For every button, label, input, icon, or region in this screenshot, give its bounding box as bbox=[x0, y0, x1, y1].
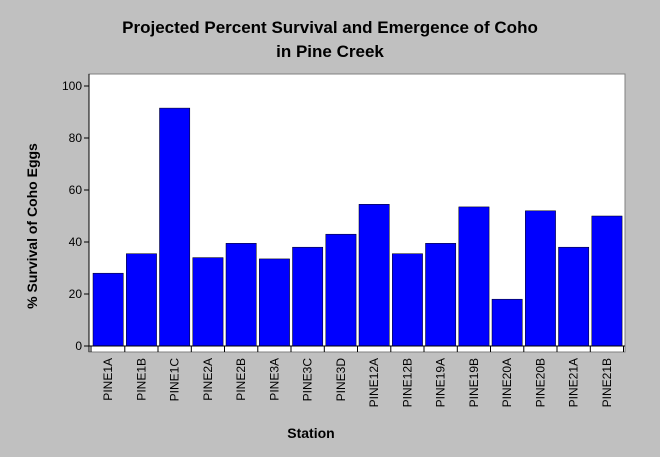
x-axis-title: Station bbox=[287, 425, 334, 441]
x-tick-label: PINE1C bbox=[168, 358, 182, 402]
bar-pine1b bbox=[126, 253, 157, 347]
bar-pine1c bbox=[159, 107, 191, 347]
x-tick-label: PINE20A bbox=[500, 358, 514, 407]
bar-pine20b bbox=[525, 210, 556, 347]
bar-pine3c bbox=[292, 246, 324, 347]
x-tick-label: PINE3C bbox=[301, 358, 315, 402]
x-tick-label: PINE2B bbox=[234, 358, 248, 401]
bar-pine21a bbox=[558, 246, 590, 347]
bar-pine2b bbox=[225, 243, 257, 347]
y-axis: 0 20 40 60 80 100 bbox=[62, 74, 90, 353]
bar-pine3d bbox=[325, 233, 357, 347]
x-tick-label: PINE1A bbox=[101, 358, 115, 401]
x-tick-label: PINE12A bbox=[367, 358, 381, 407]
x-tick-label: PINE20B bbox=[533, 358, 547, 407]
x-tick-label: PINE12B bbox=[400, 358, 414, 407]
y-axis-title: % Survival of Coho Eggs bbox=[24, 143, 40, 309]
bar-pine3a bbox=[259, 258, 290, 347]
chart-title-line-1: Projected Percent Survival and Emergence… bbox=[122, 18, 538, 37]
x-tick-label: PINE3D bbox=[334, 358, 348, 402]
bars bbox=[92, 107, 623, 347]
x-tick-label: PINE21A bbox=[567, 358, 581, 407]
x-tick-label: PINE19A bbox=[434, 358, 448, 407]
y-tick-label: 100 bbox=[62, 79, 82, 93]
bar-pine12b bbox=[392, 253, 423, 347]
y-tick-label: 20 bbox=[69, 287, 83, 301]
y-tick-label: 40 bbox=[69, 235, 83, 249]
x-tick-label: PINE2A bbox=[201, 358, 215, 401]
x-tick-label: PINE21B bbox=[600, 358, 614, 407]
x-tick-label: PINE19B bbox=[467, 358, 481, 407]
y-tick-label: 80 bbox=[69, 131, 83, 145]
y-tick-label: 60 bbox=[69, 183, 83, 197]
bar-pine2a bbox=[192, 257, 224, 347]
x-axis: PINE1A PINE1B PINE1C PINE2A PINE2B PINE3A PINE… bbox=[89, 345, 625, 407]
x-tick-label: PINE1B bbox=[134, 358, 148, 401]
bar-pine21b bbox=[591, 215, 623, 347]
chart-title-line-2: in Pine Creek bbox=[276, 42, 384, 61]
y-tick-label: 0 bbox=[75, 339, 82, 353]
bar-pine20a bbox=[491, 298, 523, 347]
x-tick-label: PINE3A bbox=[267, 358, 281, 401]
bar-pine19a bbox=[425, 243, 457, 347]
bar-pine12a bbox=[358, 204, 390, 347]
bar-pine19b bbox=[458, 206, 490, 347]
bar-pine1a bbox=[92, 272, 124, 347]
